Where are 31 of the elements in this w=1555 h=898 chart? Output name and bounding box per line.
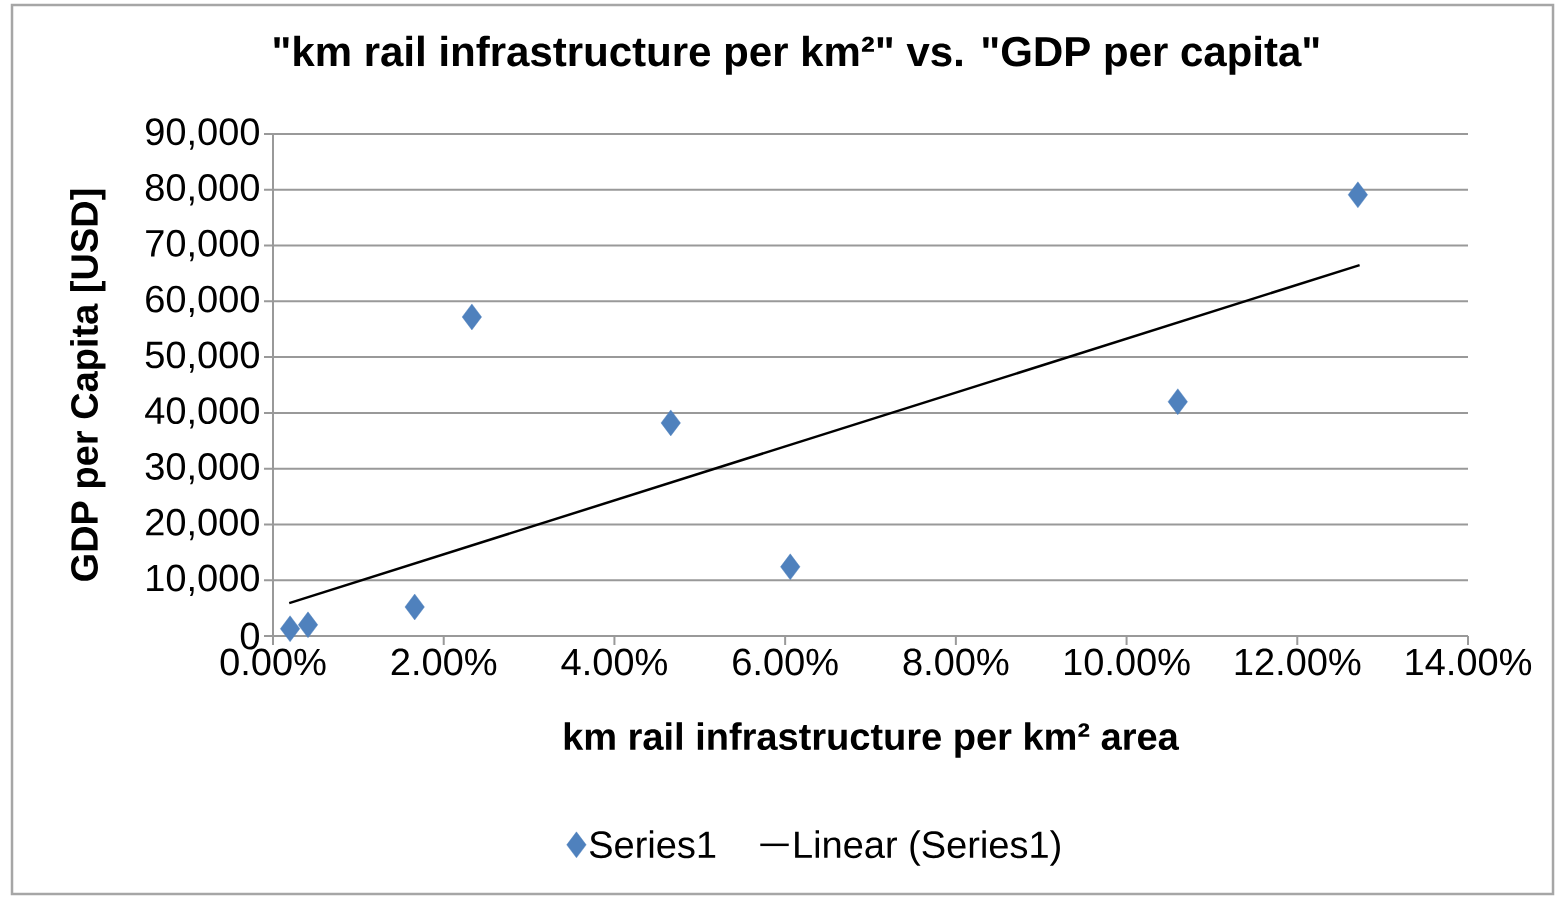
y-tick-label: 80,000 <box>145 174 259 206</box>
legend-label: Series1 <box>589 830 716 859</box>
y-tick-label: 70,000 <box>146 229 259 262</box>
y-tick-label: 10,000 <box>147 564 259 596</box>
point <box>298 611 318 639</box>
y-tick-label: 60,000 <box>146 285 259 318</box>
x-tick-label: 6.00% <box>733 648 838 676</box>
x-tick-label: 10.00% <box>1065 648 1190 676</box>
legend-label: Linear (Series1) <box>795 830 1060 866</box>
point <box>461 303 482 331</box>
y-tick-label: 0 <box>240 622 259 650</box>
point <box>404 593 425 621</box>
x-tick-label: 0.00% <box>220 648 326 676</box>
point <box>780 553 801 581</box>
point <box>280 615 301 642</box>
y-tick-label: 30,000 <box>145 452 259 485</box>
point <box>1167 388 1188 415</box>
y-tick-label: 40,000 <box>145 397 259 429</box>
x-tick-label: 8.00% <box>903 648 1009 676</box>
y-tick-label: 90,000 <box>146 118 259 150</box>
x-tick-label: 4.00% <box>561 648 667 676</box>
chart-title: "km rail infrastructure per km²" vs. "GDP per capita" <box>274 35 1319 75</box>
point <box>1347 181 1368 208</box>
x-axis-title: km rail infrastructure per km² area <box>564 722 1180 758</box>
point <box>660 409 681 437</box>
x-tick-label: 12.00% <box>1235 648 1361 676</box>
x-tick-label: 2.00% <box>391 648 497 676</box>
x-tick-label: 14.00% <box>1406 648 1532 676</box>
y-tick-label: 50,000 <box>145 341 259 373</box>
y-axis-title: GDP per Capita [USD] <box>70 189 106 581</box>
y-tick-label: 20,000 <box>146 508 259 541</box>
